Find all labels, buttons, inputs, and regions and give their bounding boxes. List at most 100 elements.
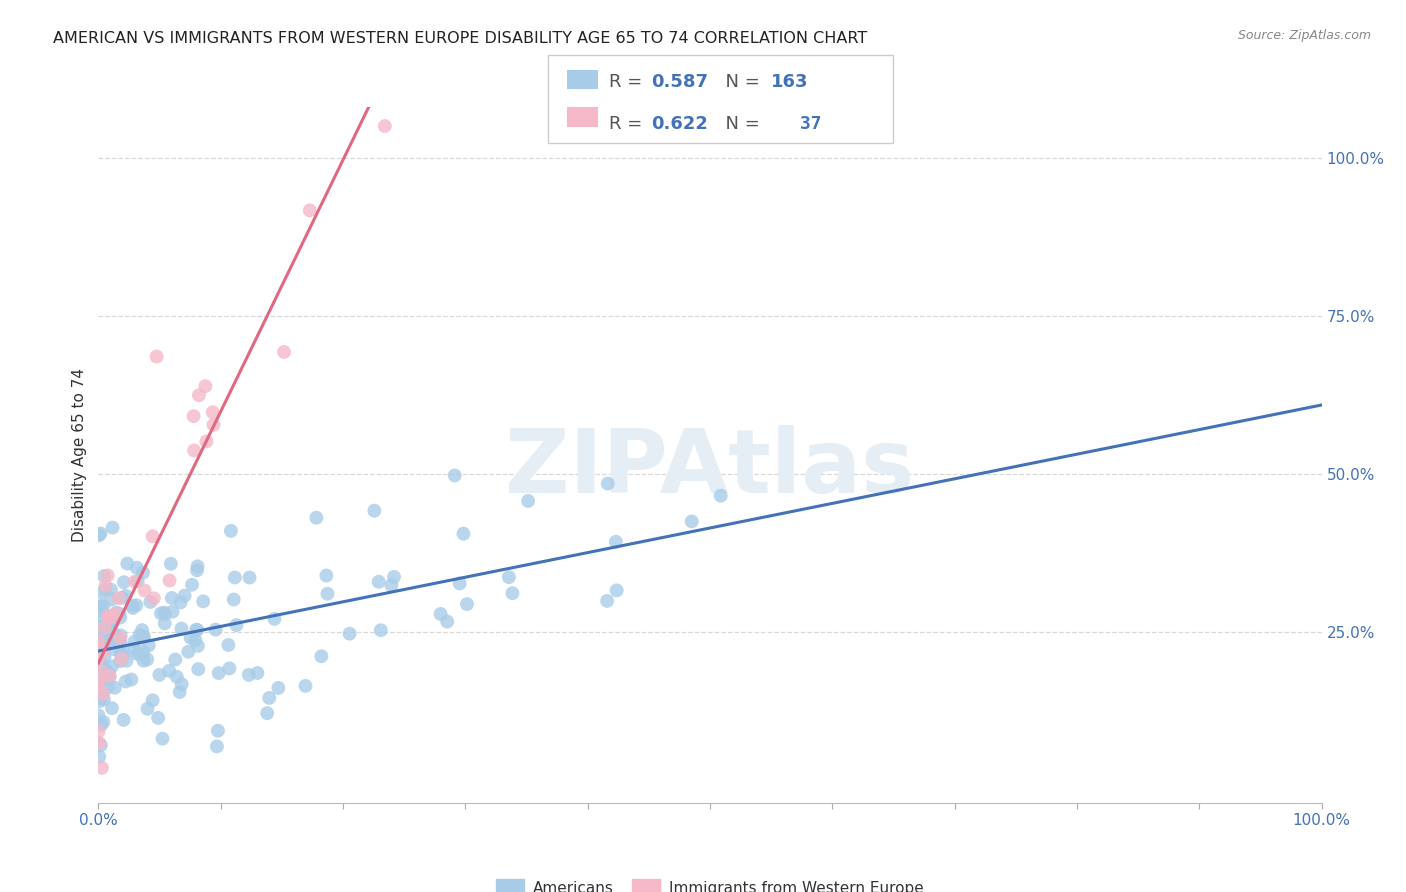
Legend: Americans, Immigrants from Western Europe: Americans, Immigrants from Western Europ…: [491, 873, 929, 892]
Point: [90, 655, 112, 669]
Point: [117, 557, 139, 571]
Point: [184, 633, 207, 648]
Point: [152, 731, 174, 746]
Point: [121, 599, 143, 613]
Point: [87, 625, 110, 640]
Point: [89, 599, 111, 614]
Point: [98, 666, 121, 681]
Point: [124, 635, 146, 649]
Point: [159, 574, 181, 588]
Point: [87, 671, 110, 685]
Point: [138, 638, 160, 652]
Point: [681, 515, 703, 529]
Point: [90, 738, 112, 752]
Point: [238, 570, 260, 584]
Point: [316, 587, 339, 601]
Point: [186, 563, 208, 577]
Point: [111, 591, 134, 605]
Point: [222, 592, 245, 607]
Text: 0.587: 0.587: [651, 73, 709, 91]
Point: [98, 669, 121, 683]
Point: [166, 670, 188, 684]
Point: [124, 574, 146, 589]
Point: [98, 670, 121, 684]
Y-axis label: Disability Age 65 to 74: Disability Age 65 to 74: [72, 368, 87, 542]
Text: N =: N =: [714, 73, 766, 91]
Point: [87, 736, 110, 750]
Text: Source: ZipAtlas.com: Source: ZipAtlas.com: [1237, 29, 1371, 43]
Point: [127, 574, 149, 589]
Point: [187, 388, 209, 402]
Point: [315, 568, 337, 582]
Point: [256, 706, 278, 721]
Point: [93, 643, 115, 657]
Point: [170, 677, 193, 691]
Point: [112, 713, 135, 727]
Point: [91, 604, 114, 618]
Point: [91, 687, 114, 701]
Point: [100, 582, 122, 597]
Point: [370, 624, 392, 638]
Point: [89, 673, 111, 688]
Point: [90, 665, 112, 679]
Point: [305, 510, 328, 524]
Point: [246, 665, 269, 680]
Point: [101, 659, 124, 673]
Point: [436, 615, 458, 629]
Point: [103, 642, 125, 657]
Point: [114, 589, 136, 603]
Point: [90, 585, 112, 599]
Point: [273, 345, 295, 359]
Point: [187, 559, 209, 574]
Point: [91, 619, 114, 633]
Point: [449, 576, 471, 591]
Point: [136, 652, 159, 666]
Point: [139, 595, 162, 609]
Point: [267, 681, 290, 695]
Point: [311, 649, 333, 664]
Point: [94, 634, 117, 648]
Point: [132, 645, 155, 659]
Point: [142, 591, 165, 606]
Point: [363, 504, 385, 518]
Point: [183, 443, 205, 458]
Point: [101, 701, 124, 715]
Point: [90, 526, 112, 541]
Point: [596, 476, 619, 491]
Point: [120, 673, 142, 687]
Point: [87, 724, 110, 739]
Point: [149, 607, 172, 621]
Point: [93, 692, 115, 706]
Point: [194, 379, 217, 393]
Point: [207, 723, 229, 738]
Point: [187, 639, 209, 653]
Point: [257, 690, 280, 705]
Point: [181, 578, 204, 592]
Point: [224, 570, 246, 584]
Point: [112, 575, 135, 590]
Point: [96, 664, 118, 678]
Point: [501, 586, 523, 600]
Point: [367, 574, 389, 589]
Point: [98, 618, 121, 632]
Point: [142, 529, 165, 543]
Point: [382, 570, 405, 584]
Point: [101, 520, 124, 534]
Point: [298, 203, 321, 218]
Point: [100, 628, 122, 642]
Point: [87, 673, 110, 688]
Point: [596, 594, 619, 608]
Point: [87, 634, 110, 648]
Point: [153, 607, 176, 621]
Point: [205, 739, 228, 754]
Point: [100, 592, 122, 607]
Point: [87, 679, 110, 693]
Point: [202, 417, 225, 432]
Point: [110, 635, 132, 649]
Point: [217, 638, 239, 652]
Text: ZIPAtlas: ZIPAtlas: [505, 425, 915, 512]
Point: [87, 708, 110, 723]
Point: [93, 649, 115, 664]
Point: [153, 606, 176, 620]
Point: [108, 632, 131, 647]
